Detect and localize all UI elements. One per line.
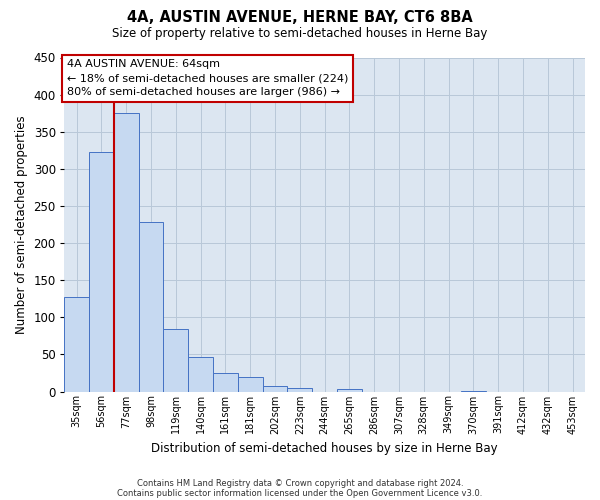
Bar — [213, 373, 238, 392]
Text: 4A, AUSTIN AVENUE, HERNE BAY, CT6 8BA: 4A, AUSTIN AVENUE, HERNE BAY, CT6 8BA — [127, 10, 473, 25]
Text: Size of property relative to semi-detached houses in Herne Bay: Size of property relative to semi-detach… — [112, 28, 488, 40]
Bar — [89, 152, 114, 392]
Bar — [263, 386, 287, 392]
Bar — [461, 391, 486, 392]
Bar — [64, 296, 89, 392]
Text: 4A AUSTIN AVENUE: 64sqm
← 18% of semi-detached houses are smaller (224)
80% of s: 4A AUSTIN AVENUE: 64sqm ← 18% of semi-de… — [67, 59, 348, 97]
Bar — [287, 388, 312, 392]
Y-axis label: Number of semi-detached properties: Number of semi-detached properties — [15, 115, 28, 334]
Bar — [238, 378, 263, 392]
Bar — [188, 356, 213, 392]
Bar — [114, 113, 139, 392]
Text: Contains HM Land Registry data © Crown copyright and database right 2024.: Contains HM Land Registry data © Crown c… — [137, 478, 463, 488]
Bar — [139, 222, 163, 392]
Text: Contains public sector information licensed under the Open Government Licence v3: Contains public sector information licen… — [118, 488, 482, 498]
Bar — [163, 329, 188, 392]
Bar — [337, 390, 362, 392]
X-axis label: Distribution of semi-detached houses by size in Herne Bay: Distribution of semi-detached houses by … — [151, 442, 498, 455]
